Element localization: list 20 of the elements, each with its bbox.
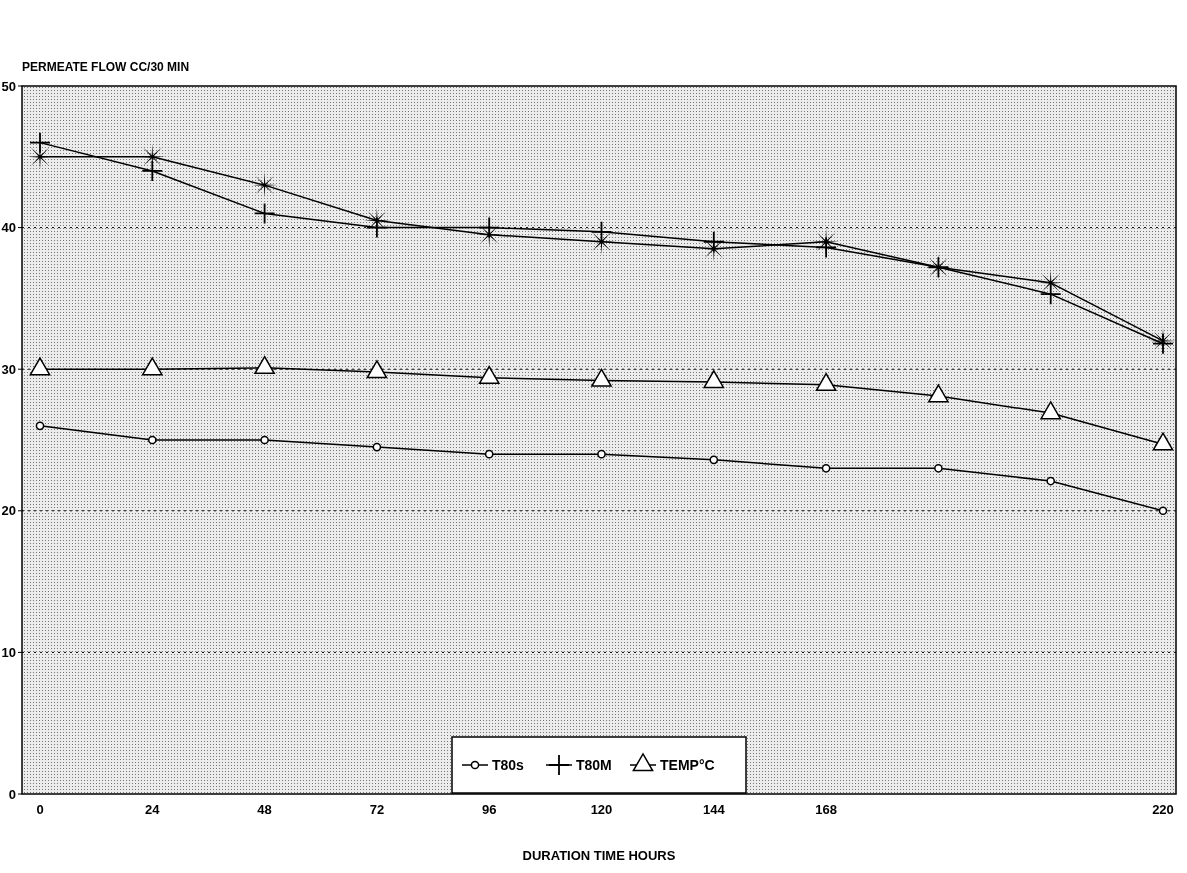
x-tick-label: 0 bbox=[36, 802, 44, 817]
y-tick-label: 30 bbox=[1, 361, 16, 377]
legend-label: TEMP°C bbox=[660, 756, 715, 773]
x-tick-label: 96 bbox=[481, 802, 497, 817]
x-tick-label: 72 bbox=[369, 802, 385, 817]
legend-label: T80s bbox=[492, 756, 525, 773]
legend-label: T80M bbox=[576, 756, 612, 773]
y-tick-label: 0 bbox=[8, 786, 16, 802]
y-tick-label: 50 bbox=[1, 78, 16, 94]
x-tick-label: 120 bbox=[590, 802, 613, 817]
y-tick-label: 10 bbox=[1, 644, 16, 660]
x-tick-label: 144 bbox=[702, 802, 726, 817]
y-tick-label: 20 bbox=[1, 503, 16, 519]
x-tick-label: 220 bbox=[1152, 802, 1174, 817]
x-tick-label: 24 bbox=[145, 802, 161, 817]
y-tick-label: 40 bbox=[1, 220, 16, 236]
x-axis-title: DURATION TIME HOURS bbox=[522, 848, 676, 863]
x-tick-label: 168 bbox=[815, 802, 837, 817]
y-axis-title: PERMEATE FLOW CC/30 MIN bbox=[22, 60, 190, 74]
x-tick-label: 48 bbox=[257, 802, 272, 817]
